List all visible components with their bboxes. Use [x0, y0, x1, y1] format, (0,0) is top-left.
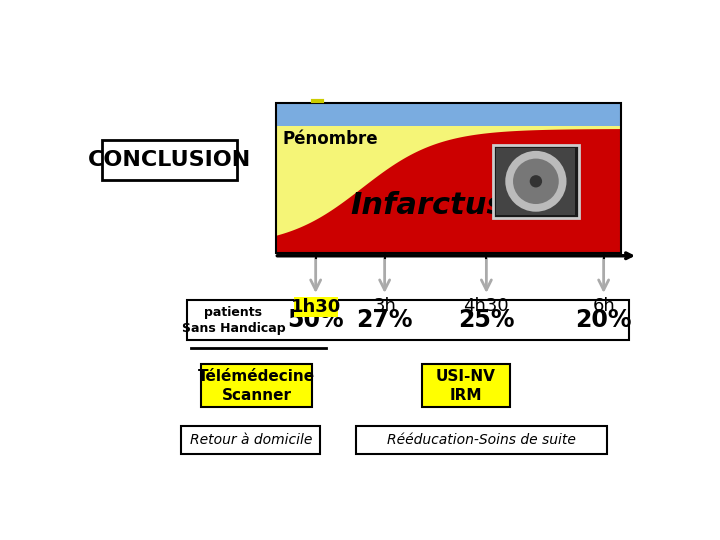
Text: Rééducation-Soins de suite: Rééducation-Soins de suite — [387, 433, 576, 447]
Text: 50%: 50% — [287, 308, 344, 333]
Circle shape — [505, 151, 567, 212]
FancyBboxPatch shape — [294, 296, 338, 316]
Bar — [276, 103, 621, 253]
Bar — [493, 145, 579, 218]
FancyBboxPatch shape — [187, 300, 629, 340]
Bar — [276, 103, 621, 126]
Text: Retour à domicile: Retour à domicile — [189, 433, 312, 447]
Circle shape — [530, 175, 542, 187]
FancyBboxPatch shape — [422, 364, 510, 408]
Text: 25%: 25% — [458, 308, 515, 333]
FancyBboxPatch shape — [102, 140, 238, 180]
Text: 4h30: 4h30 — [464, 298, 509, 315]
Text: 6h: 6h — [593, 298, 615, 315]
FancyBboxPatch shape — [201, 364, 312, 408]
Text: 27%: 27% — [356, 308, 413, 333]
Text: USI-NV
IRM: USI-NV IRM — [436, 369, 496, 403]
Circle shape — [513, 159, 559, 204]
Text: 3h: 3h — [373, 298, 396, 315]
Text: 20%: 20% — [575, 308, 632, 333]
Text: 1h30: 1h30 — [291, 298, 341, 315]
Bar — [496, 148, 575, 215]
Text: Pénombre: Pénombre — [282, 130, 378, 148]
Text: patients
Sans Handicap: patients Sans Handicap — [181, 306, 285, 335]
FancyBboxPatch shape — [181, 426, 320, 454]
FancyBboxPatch shape — [356, 426, 607, 454]
Text: CONCLUSION: CONCLUSION — [88, 150, 251, 170]
Bar — [276, 126, 621, 253]
Text: Télémédecine
Scanner: Télémédecine Scanner — [198, 369, 315, 403]
Text: Infarctus: Infarctus — [351, 191, 505, 220]
Polygon shape — [276, 129, 621, 253]
